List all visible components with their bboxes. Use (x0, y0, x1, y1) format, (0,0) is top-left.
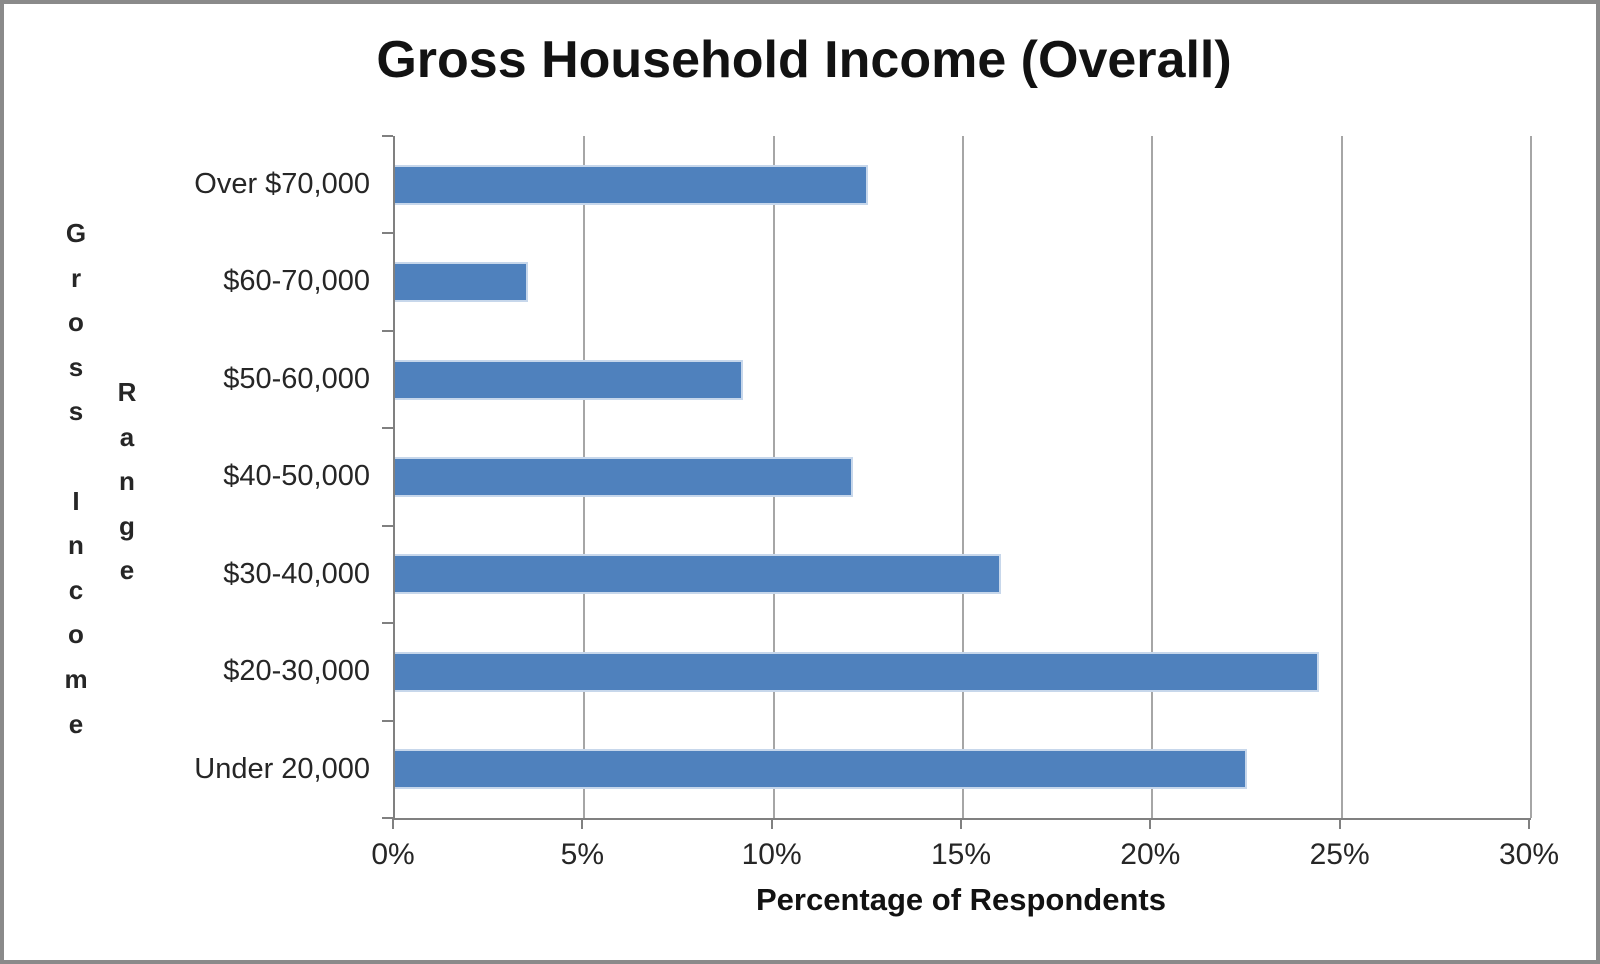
gridline (1340, 136, 1343, 818)
x-axis-title: Percentage of Respondents (756, 882, 1166, 917)
x-tick-mark (581, 818, 584, 829)
y-tick-mark (382, 622, 393, 625)
y-axis-title-letter: a (119, 421, 135, 452)
y-axis-title-letter: r (70, 262, 82, 293)
x-tick-mark (770, 818, 773, 829)
y-tick-mark (382, 329, 393, 332)
y-tick-mark (382, 817, 393, 819)
category-label: $30-40,000 (223, 557, 370, 590)
y-axis-title-letter: G (65, 218, 87, 248)
y-axis-title-letter: n (68, 530, 84, 561)
y-axis-title-letter: I (72, 485, 80, 516)
y-axis-title-letter: e (119, 555, 135, 586)
y-tick-mark (382, 427, 393, 430)
category-label: $60-70,000 (223, 265, 370, 298)
y-axis-title-letter: s (68, 396, 84, 427)
x-tick-label: 20% (1120, 838, 1181, 871)
x-tick-label: 15% (930, 838, 992, 871)
x-tick-label: 10% (741, 838, 802, 871)
bar (395, 651, 1319, 692)
y-axis-title-letter: g (119, 510, 135, 541)
category-label: Over $70,000 (194, 168, 370, 200)
bar (395, 554, 1001, 595)
bar (395, 164, 869, 205)
category-label: $50-60,000 (223, 362, 370, 395)
x-tick-label: 30% (1498, 838, 1560, 871)
x-tick-label: 5% (560, 838, 604, 871)
y-axis-title-letter: e (68, 708, 84, 739)
y-axis-title-letter: o (68, 307, 84, 338)
category-label: $40-50,000 (223, 460, 370, 493)
y-axis-title-letter: n (119, 466, 135, 497)
gridline (962, 136, 964, 818)
bar (395, 457, 854, 497)
y-axis-title-letter: m (64, 663, 88, 694)
y-tick-mark (382, 524, 393, 527)
category-label: $20-30,000 (223, 655, 370, 688)
x-tick-mark (1528, 818, 1530, 829)
category-label: Under 20,000 (194, 752, 370, 785)
gridline (1151, 136, 1154, 818)
plot-area (393, 136, 1532, 820)
x-tick-mark (960, 818, 962, 829)
y-axis-title-letter: R (117, 377, 137, 407)
chart-title: Gross Household Income (Overall) (376, 31, 1232, 89)
bar (395, 262, 528, 303)
bar (395, 359, 744, 400)
x-tick-mark (392, 818, 394, 829)
y-axis-title-letter: o (68, 619, 84, 650)
y-axis-title-letter: c (68, 574, 84, 605)
bar (395, 749, 1247, 790)
x-tick-mark (1149, 818, 1152, 829)
x-tick-mark (1338, 818, 1341, 829)
y-axis-title-letter: s (68, 351, 84, 382)
x-tick-label: 0% (371, 838, 415, 871)
y-tick-mark (382, 135, 393, 137)
y-tick-mark (382, 232, 393, 235)
gridline (1530, 136, 1532, 818)
x-tick-label: 25% (1309, 838, 1370, 871)
y-tick-mark (382, 719, 393, 722)
